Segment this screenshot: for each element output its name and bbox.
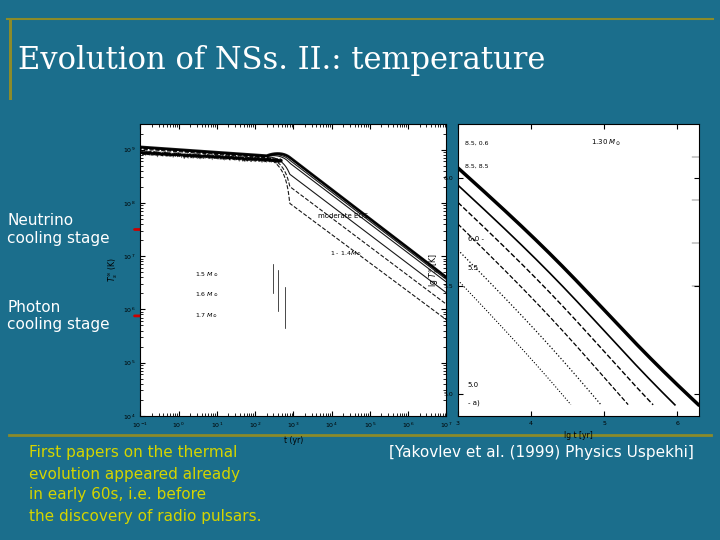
Text: 1.7 $M_\odot$: 1.7 $M_\odot$ xyxy=(196,310,218,320)
Text: First papers on the thermal
evolution appeared already
in early 60s, i.e. before: First papers on the thermal evolution ap… xyxy=(29,446,261,523)
Text: 8.5, 0.6: 8.5, 0.6 xyxy=(465,140,489,146)
Text: 5.0: 5.0 xyxy=(467,382,479,388)
Text: - a): - a) xyxy=(467,399,480,406)
Text: Evolution of NSs. II.: temperature: Evolution of NSs. II.: temperature xyxy=(18,45,545,76)
Text: moderate EOS: moderate EOS xyxy=(318,213,368,219)
Text: 8.5, 8.5: 8.5, 8.5 xyxy=(465,164,489,169)
X-axis label: lg t [yr]: lg t [yr] xyxy=(564,431,593,440)
Text: 6.0 -: 6.0 - xyxy=(467,236,484,242)
Text: Photon
cooling stage: Photon cooling stage xyxy=(7,300,110,332)
Text: Neutrino
cooling stage: Neutrino cooling stage xyxy=(7,213,110,246)
Text: 1.6 $M_\odot$: 1.6 $M_\odot$ xyxy=(196,290,219,299)
X-axis label: t (yr): t (yr) xyxy=(284,436,303,444)
Text: 1 - 1.4$M_\odot$: 1 - 1.4$M_\odot$ xyxy=(330,249,361,258)
Text: 1.30 $M_\odot$: 1.30 $M_\odot$ xyxy=(590,138,621,148)
Y-axis label: $T_s^\infty$ (K): $T_s^\infty$ (K) xyxy=(107,258,120,282)
Text: 1.5 $M_\odot$: 1.5 $M_\odot$ xyxy=(196,270,219,279)
Text: [Yakovlev et al. (1999) Physics Uspekhi]: [Yakovlev et al. (1999) Physics Uspekhi] xyxy=(389,446,693,461)
Y-axis label: lg $T_s^\infty$ [K]: lg $T_s^\infty$ [K] xyxy=(427,253,441,287)
Bar xyxy=(9,20,12,100)
Text: 5.5: 5.5 xyxy=(467,265,479,271)
